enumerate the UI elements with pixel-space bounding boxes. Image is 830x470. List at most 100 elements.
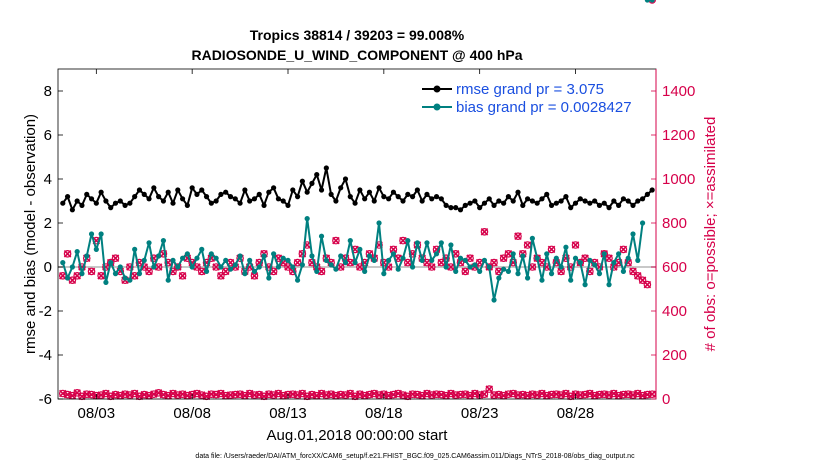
rmse-point [232, 196, 238, 202]
bias-point [505, 268, 512, 274]
obs-assimilated-point [178, 272, 187, 280]
obs-possible-point [73, 271, 81, 280]
obs-possible-point [207, 390, 216, 398]
rmse-point [179, 196, 186, 202]
obs-possible-point [178, 271, 187, 280]
bias-point [457, 255, 464, 261]
bias-point [108, 260, 114, 266]
bias-point [64, 275, 71, 281]
obs-assimilated-point [63, 250, 72, 258]
bias-point [438, 240, 444, 246]
bias-point [189, 264, 195, 270]
rmse-point [79, 202, 85, 208]
bias-point [194, 255, 200, 261]
rmse-point [539, 196, 545, 202]
obs-possible-point [308, 258, 316, 267]
bias-point [271, 251, 277, 257]
bias-point [103, 279, 109, 285]
rmse-point [309, 180, 315, 186]
x-tick-label: 08/13 [269, 405, 307, 422]
bias-point [501, 266, 507, 272]
rmse-point [616, 202, 622, 208]
rmse-point [405, 191, 411, 197]
bias-point [318, 233, 325, 239]
obs-possible-point [111, 254, 120, 263]
obs-assimilated-point [514, 232, 522, 240]
rmse-point [247, 198, 253, 204]
bias-point [333, 266, 339, 272]
bias-point [481, 257, 488, 263]
rmse-point [64, 194, 71, 200]
rmse-point [376, 185, 382, 191]
rmse-point [333, 198, 339, 204]
bias-point [208, 251, 214, 257]
y-left-tick-label: 4 [44, 171, 52, 188]
rmse-point [242, 187, 248, 193]
bias-point [299, 262, 305, 268]
rmse-point [486, 196, 492, 202]
obs-assimilated-point [145, 267, 153, 276]
rmse-point [524, 196, 531, 202]
obs-assimilated-point [111, 254, 120, 262]
obs-assimilated-point [643, 280, 652, 289]
obs-assimilated-point [605, 254, 613, 262]
bias-point [165, 277, 171, 283]
rmse-point [510, 198, 516, 204]
bias-point [572, 255, 579, 261]
bias-point [232, 262, 238, 268]
y-right-tick-label: 200 [662, 347, 687, 364]
rmse-point [462, 202, 468, 208]
obs-possible-point [126, 263, 134, 271]
obs-assimilated-point [293, 258, 302, 267]
obs-assimilated-point [619, 245, 628, 254]
bias-point [433, 251, 440, 257]
rmse-point [438, 196, 444, 202]
bias-point [472, 262, 478, 268]
obs-possible-point [633, 271, 642, 280]
plot-area [58, 69, 656, 399]
bias-point [419, 257, 425, 263]
rmse-point [266, 189, 272, 195]
obs-assimilated-point [250, 272, 259, 280]
rmse-point [505, 194, 512, 200]
bias-point [611, 260, 617, 266]
bias-point [539, 277, 545, 283]
obs-possible-point [586, 267, 594, 276]
obs-possible-point [461, 267, 470, 276]
rmse-point [520, 202, 526, 208]
rmse-point [596, 202, 603, 208]
rmse-point [184, 202, 190, 208]
obs-assimilated-point [404, 258, 412, 267]
bias-point [544, 251, 550, 257]
obs-possible-point [581, 254, 589, 263]
bias-point [563, 244, 569, 250]
y-right-tick-label: 1000 [662, 171, 695, 188]
rmse-point [237, 200, 243, 206]
chart-title-line2: RADIOSONDE_U_WIND_COMPONENT @ 400 hPa [191, 47, 522, 63]
bias-point [338, 253, 344, 259]
rmse-point [515, 189, 521, 195]
rmse-point [611, 198, 617, 204]
rmse-point [203, 194, 210, 200]
obs-possible-point [427, 263, 436, 271]
rmse-point [352, 200, 358, 206]
obs-possible-point [173, 263, 182, 271]
rmse-point [299, 178, 305, 184]
rmse-point [112, 200, 119, 206]
data-file-footnote: data file: /Users/raeder/DAI/ATM_forcXX/… [195, 453, 635, 460]
bias-point [352, 260, 358, 266]
y-left-axis-ticks: -6 -4 -2 0 2 4 6 8 [39, 83, 63, 408]
rmse-point [199, 187, 205, 193]
bias-point [156, 253, 162, 259]
bias-point [548, 271, 555, 277]
obs-assimilated-point [59, 272, 67, 280]
bias-point [491, 297, 497, 303]
rmse-point [496, 198, 502, 204]
rmse-point [467, 200, 473, 206]
rmse-point [381, 194, 387, 200]
rmse-point [572, 200, 579, 206]
bias-point [323, 257, 329, 263]
rmse-point [400, 198, 406, 204]
rmse-point [395, 194, 401, 200]
x-tick-label: 08/18 [365, 405, 403, 422]
